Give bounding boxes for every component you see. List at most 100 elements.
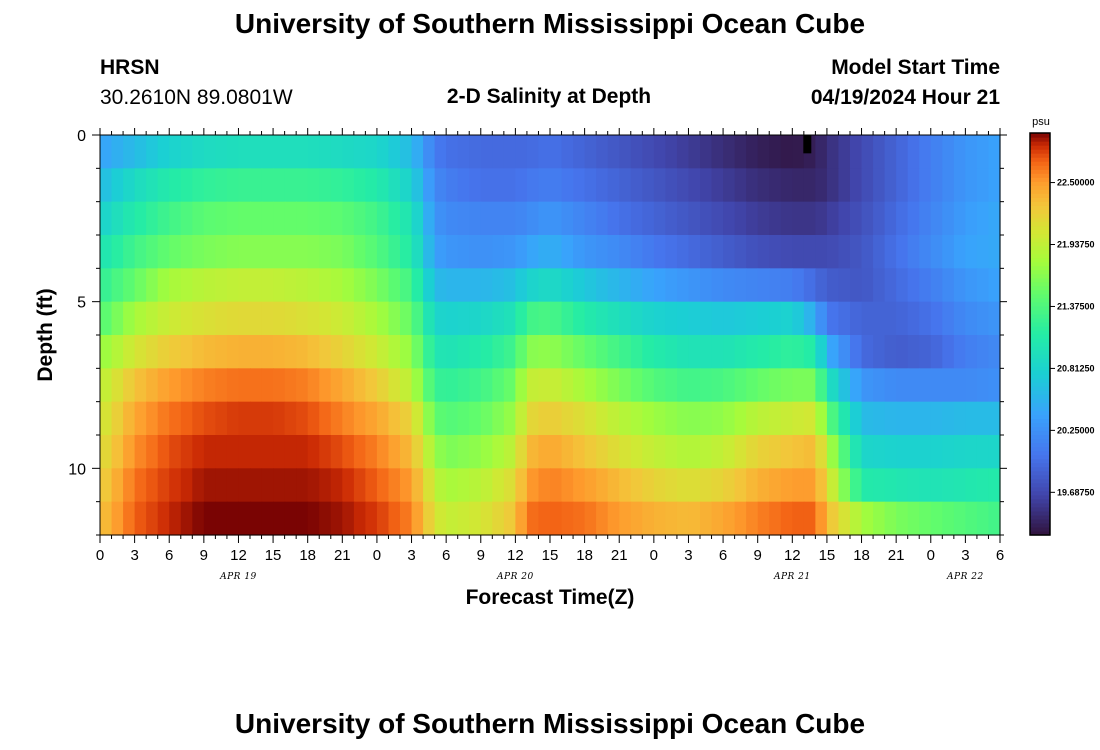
colorbar-segment xyxy=(1030,157,1050,162)
heat-cell xyxy=(838,468,851,503)
heat-cell xyxy=(550,235,563,269)
heat-cell xyxy=(792,201,805,236)
heat-cell xyxy=(538,401,551,436)
model-start-time: 04/19/2024 Hour 21 xyxy=(810,86,1000,109)
heat-cell xyxy=(642,335,655,369)
colorbar-segment xyxy=(1030,189,1050,194)
heat-cell xyxy=(284,235,297,269)
heat-cell xyxy=(619,401,632,436)
heat-cell xyxy=(215,435,228,469)
heat-cell xyxy=(596,168,609,203)
heat-cell xyxy=(469,235,482,269)
colorbar-segment xyxy=(1030,161,1050,166)
heat-cell xyxy=(884,135,897,169)
heat-cell xyxy=(953,301,966,336)
heat-cell xyxy=(515,335,528,369)
heat-cell xyxy=(353,435,366,469)
colorbar-segment xyxy=(1030,478,1050,484)
heat-cell xyxy=(180,301,193,336)
x-tick-label: 12 xyxy=(230,547,247,564)
heat-cell xyxy=(469,201,482,236)
heat-cell xyxy=(907,501,920,536)
heat-cell xyxy=(561,268,574,303)
colorbar-segment xyxy=(1030,137,1050,142)
heat-cell xyxy=(376,335,390,369)
heat-cell xyxy=(296,268,309,303)
heat-cell xyxy=(907,201,920,236)
heat-cell xyxy=(423,201,436,236)
heat-cell xyxy=(446,135,459,169)
heat-cell xyxy=(826,401,840,436)
heat-cell xyxy=(803,168,816,203)
heat-cell xyxy=(607,301,620,336)
heat-cell xyxy=(157,168,170,203)
heat-cell xyxy=(250,501,263,536)
heat-cell xyxy=(296,235,309,269)
heat-cell xyxy=(976,235,990,269)
heat-cell xyxy=(688,468,701,503)
colorbar-segment xyxy=(1030,169,1050,174)
heat-cell xyxy=(353,501,366,536)
heat-cell xyxy=(192,235,205,269)
heat-cell xyxy=(988,401,1001,436)
heat-cell xyxy=(561,468,574,503)
heat-cell xyxy=(630,435,643,469)
heat-cell xyxy=(526,435,540,469)
heat-cell xyxy=(607,435,620,469)
heat-cell xyxy=(919,368,932,403)
colorbar-segment xyxy=(1030,265,1050,271)
heat-cell xyxy=(896,401,909,436)
heat-cell xyxy=(492,268,505,303)
heat-cell xyxy=(238,135,251,169)
heat-cell xyxy=(284,335,297,369)
chart-subtitle: 2-D Salinity at Depth xyxy=(446,85,652,108)
x-tick-label: 0 xyxy=(373,547,381,564)
heat-cell xyxy=(976,201,990,236)
heat-cell xyxy=(769,435,782,469)
heat-cell xyxy=(711,335,724,369)
colorbar-segment xyxy=(1030,193,1050,198)
heat-cell xyxy=(169,235,182,269)
heat-cell xyxy=(296,501,309,536)
heat-cell xyxy=(711,201,724,236)
heat-cell xyxy=(734,135,747,169)
heat-cell xyxy=(676,368,690,403)
heat-cell xyxy=(307,201,320,236)
heat-cell xyxy=(492,401,505,436)
heat-cell xyxy=(919,435,932,469)
heat-cell xyxy=(976,135,990,169)
heat-cell xyxy=(134,401,147,436)
heat-cell xyxy=(296,335,309,369)
heat-cell xyxy=(838,301,851,336)
x-tick-label: 12 xyxy=(784,547,801,564)
heat-cell xyxy=(942,401,955,436)
heat-cell xyxy=(815,268,828,303)
heat-cell xyxy=(573,501,586,536)
heat-cell xyxy=(711,135,724,169)
heat-cell xyxy=(353,201,366,236)
heat-cell xyxy=(157,468,170,503)
heat-cell xyxy=(538,335,551,369)
heat-cell xyxy=(907,468,920,503)
heat-cell xyxy=(619,368,632,403)
heat-cell xyxy=(942,135,955,169)
colorbar-segment xyxy=(1030,149,1050,154)
heat-cell xyxy=(434,201,447,236)
colorbar-segment xyxy=(1030,205,1050,210)
heat-cell xyxy=(711,435,724,469)
heat-cell xyxy=(653,168,666,203)
heat-cell xyxy=(723,168,736,203)
heat-cell xyxy=(180,135,193,169)
colorbar-segment xyxy=(1030,313,1050,319)
colorbar-segment xyxy=(1030,253,1050,259)
heat-cell xyxy=(746,168,759,203)
heat-cell xyxy=(457,401,470,436)
heat-cell xyxy=(296,401,309,436)
heat-cell xyxy=(584,335,597,369)
heat-cell xyxy=(757,335,770,369)
heat-cell xyxy=(146,168,159,203)
heat-cell xyxy=(746,201,759,236)
heat-cell xyxy=(526,135,540,169)
heat-cell xyxy=(642,135,655,169)
heat-cell xyxy=(792,468,805,503)
